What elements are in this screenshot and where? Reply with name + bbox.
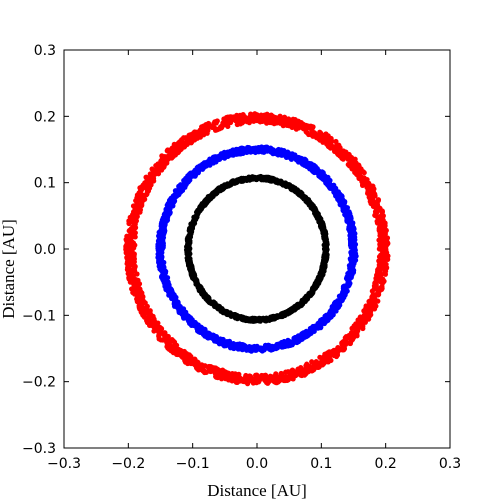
series-0-point — [151, 328, 157, 334]
y-tick-label: −0.2 — [22, 375, 56, 391]
x-tick-label: 0.2 — [375, 456, 397, 472]
series-1 — [155, 144, 359, 354]
series-0-point — [174, 342, 180, 348]
x-tick-label: 0.0 — [246, 456, 268, 472]
y-tick-label: −0.1 — [22, 308, 56, 324]
series-0-point — [164, 148, 170, 154]
series-0-point — [328, 357, 334, 364]
y-tick-label: 0.3 — [34, 43, 56, 59]
series-0-point — [345, 161, 351, 168]
series-0-point — [378, 247, 385, 253]
series-0-point — [234, 121, 240, 128]
y-tick-label: 0.2 — [34, 109, 56, 125]
series-1-point — [351, 246, 357, 252]
x-axis-label: Distance [AU] — [207, 481, 307, 500]
y-axis-label: Distance [AU] — [0, 219, 18, 319]
series-2-point — [323, 246, 329, 252]
x-tick-label: −0.1 — [176, 456, 210, 472]
series-0-point — [126, 220, 132, 227]
series-0-point — [383, 246, 389, 252]
y-tick-label: 0.1 — [34, 176, 56, 192]
x-tick-label: 0.3 — [439, 456, 461, 472]
x-tick-label: 0.1 — [310, 456, 332, 472]
x-tick-label: −0.3 — [47, 456, 81, 472]
y-tick-label: 0.0 — [34, 242, 56, 258]
y-tick-label: −0.3 — [22, 441, 56, 457]
ticks-layer: −0.3 −0.2 −0.1 0.0 0.1 0.2 0.3 −0.3 −0.2 −0.1 0.0 0… — [22, 43, 461, 472]
x-tick-label: −0.2 — [111, 456, 145, 472]
series-0-point — [375, 197, 382, 203]
series-layer — [123, 111, 391, 387]
series-2 — [183, 173, 330, 324]
series-0-point — [333, 138, 339, 145]
series-0 — [123, 111, 391, 387]
